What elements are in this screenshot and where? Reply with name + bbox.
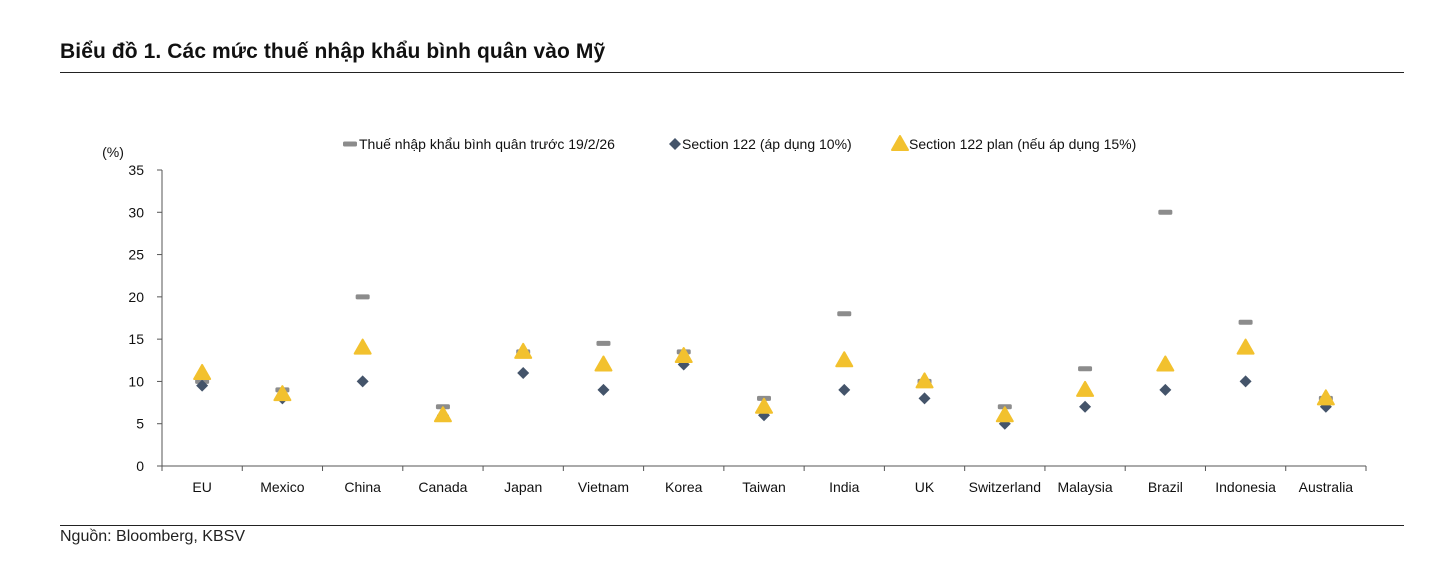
x-tick-label: Japan — [504, 479, 542, 495]
legend-label: Thuế nhập khẩu bình quân trước 19/2/26 — [359, 136, 615, 152]
triangle-point — [674, 347, 693, 364]
diamond-point — [356, 375, 369, 388]
data-marks — [193, 209, 1335, 430]
diamond-point — [597, 383, 610, 396]
triangle-point — [594, 355, 613, 372]
y-tick-label: 30 — [128, 204, 144, 220]
x-tick-label: Australia — [1299, 479, 1354, 495]
triangle-point — [835, 351, 854, 368]
dash-point — [1238, 319, 1253, 325]
triangle-point — [1156, 355, 1175, 372]
y-tick-label: 10 — [128, 373, 144, 389]
dash-point — [596, 340, 611, 346]
y-tick-label: 20 — [128, 289, 144, 305]
series-triangle — [193, 338, 1335, 423]
dash-point — [837, 311, 852, 317]
diamond-point — [1079, 400, 1092, 413]
legend-marker-dash — [343, 141, 357, 147]
x-tick-label: Vietnam — [578, 479, 629, 495]
triangle-point — [915, 372, 934, 389]
y-tick-label: 25 — [128, 247, 144, 263]
diamond-point — [1159, 383, 1172, 396]
y-tick-label: 0 — [136, 458, 144, 474]
legend-label: Section 122 plan (nếu áp dụng 15%) — [909, 136, 1136, 152]
dash-point — [1158, 209, 1173, 215]
source-note: Nguồn: Bloomberg, KBSV — [60, 528, 245, 545]
x-tick-label: EU — [192, 479, 211, 495]
x-tick-label: Indonesia — [1215, 479, 1276, 495]
legend-marker-triangle — [891, 135, 909, 151]
triangle-point — [995, 406, 1014, 423]
triangle-point — [755, 397, 773, 414]
triangle-point — [193, 363, 212, 380]
x-tick-label: Switzerland — [969, 479, 1041, 495]
x-tick-label: Brazil — [1148, 479, 1183, 495]
diamond-point — [838, 383, 851, 396]
x-tick-label: UK — [915, 479, 935, 495]
chart-title: Biểu đồ 1. Các mức thuế nhập khẩu bình q… — [60, 40, 606, 63]
x-axis: EU Mexico China Canada Japan Vietnam Korea Taiw… — [161, 465, 1367, 495]
dash-point — [355, 294, 370, 300]
triangle-point — [1076, 380, 1095, 397]
x-tick-label: India — [829, 479, 860, 495]
triangle-point — [433, 406, 452, 423]
x-tick-label: Canada — [418, 479, 467, 495]
y-tick-label: 15 — [128, 331, 144, 347]
triangle-point — [353, 338, 372, 355]
legend-marker-diamond — [669, 138, 681, 150]
x-tick-label: Malaysia — [1057, 479, 1112, 495]
triangle-point — [1316, 389, 1335, 406]
x-tick-label: Taiwan — [742, 479, 786, 495]
diamond-point — [196, 379, 209, 392]
y-axis-unit: (%) — [102, 144, 124, 160]
triangle-point — [514, 342, 533, 359]
x-tick-label: China — [344, 479, 381, 495]
y-tick-label: 35 — [128, 162, 144, 178]
legend-label: Section 122 (áp dụng 10%) — [682, 136, 852, 152]
dash-point — [1078, 366, 1093, 372]
triangle-point — [273, 385, 292, 402]
diamond-point — [1239, 375, 1252, 388]
x-tick-label: Mexico — [260, 479, 305, 495]
diamond-point — [517, 366, 530, 379]
triangle-point — [1236, 338, 1255, 355]
diamond-point — [918, 392, 931, 405]
x-tick-label: Korea — [665, 479, 703, 495]
source-divider — [60, 525, 1404, 526]
y-axis: 0 5 10 15 20 25 30 35(%) — [102, 144, 163, 474]
title-divider — [60, 72, 1404, 73]
y-tick-label: 5 — [136, 416, 144, 432]
legend: Thuế nhập khẩu bình quân trước 19/2/26 Se… — [343, 135, 1136, 152]
